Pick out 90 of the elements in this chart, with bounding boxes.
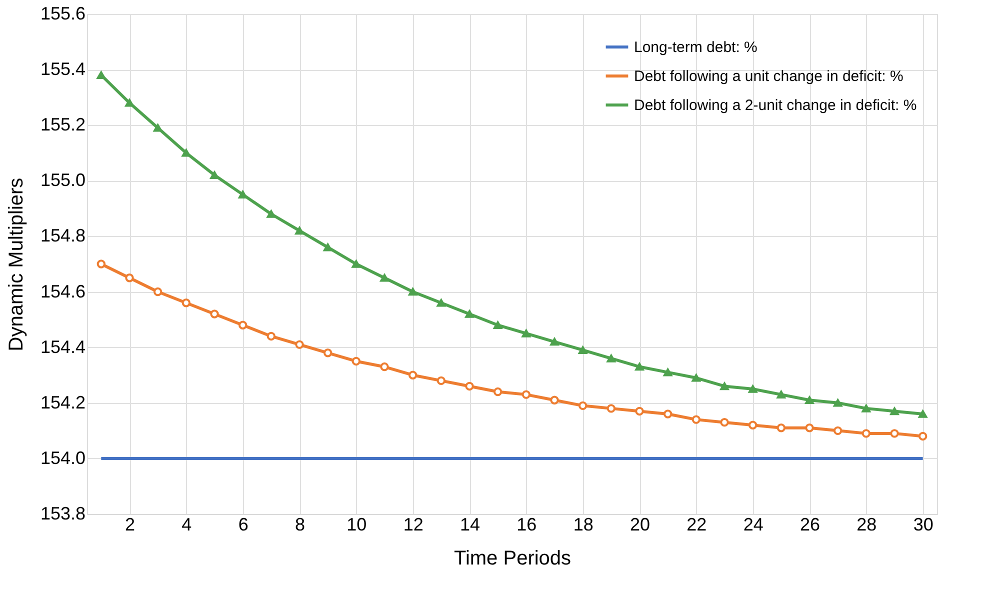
point	[380, 274, 389, 282]
y-tick-label: 154.4	[40, 336, 86, 357]
legend-label: Debt following a unit change in deficit: %	[634, 68, 904, 85]
y-tick-label: 155.6	[40, 4, 86, 24]
point	[522, 330, 531, 338]
point	[295, 226, 304, 235]
point	[436, 376, 446, 386]
point	[436, 298, 446, 307]
point	[918, 432, 928, 441]
point	[550, 338, 559, 346]
point	[776, 390, 786, 398]
point	[862, 404, 871, 412]
point	[635, 362, 644, 371]
y-tick-label: 153.8	[40, 504, 86, 524]
point	[663, 410, 672, 418]
point	[833, 398, 842, 407]
x-tick-label: 22	[686, 514, 707, 534]
point	[352, 356, 361, 366]
x-tick-label: 18	[573, 514, 594, 534]
x-tick-label: 6	[238, 514, 248, 534]
x-tick-label: 8	[294, 514, 306, 534]
point	[493, 387, 502, 396]
x-tick-label: 12	[403, 514, 424, 534]
legend-label: Debt following a 2-unit change in deficit: %	[634, 97, 917, 114]
x-tick-label: 10	[346, 514, 367, 534]
y-tick-label: 154.8	[40, 226, 86, 246]
x-tick-label: 24	[743, 514, 764, 534]
y-tick-label: 155.2	[40, 114, 86, 135]
point	[522, 390, 531, 399]
point	[663, 368, 672, 376]
point	[890, 407, 899, 416]
point	[153, 124, 162, 132]
point	[210, 310, 219, 318]
point	[805, 424, 814, 432]
x-tick-label: 26	[800, 514, 820, 534]
point	[776, 424, 786, 432]
point	[125, 98, 134, 107]
point	[833, 426, 842, 436]
point	[408, 370, 418, 380]
point	[606, 404, 616, 413]
point	[890, 429, 899, 438]
point	[238, 190, 248, 198]
point	[295, 340, 304, 349]
point	[182, 298, 191, 308]
point	[210, 171, 219, 180]
point	[408, 288, 418, 296]
point	[748, 385, 758, 393]
point	[720, 382, 729, 390]
point	[182, 148, 191, 157]
point	[266, 210, 276, 218]
point	[578, 401, 588, 410]
point	[323, 348, 332, 358]
point	[805, 396, 814, 404]
y-axis-title: Dynamic Multipliers	[5, 178, 28, 352]
x-tick-label: 30	[913, 514, 934, 534]
point	[578, 346, 588, 354]
y-tick-label: 154.0	[40, 448, 86, 468]
y-tick-label: 154.2	[40, 392, 86, 412]
point	[96, 260, 106, 268]
x-tick-label: 20	[630, 514, 650, 534]
point	[380, 362, 389, 372]
point	[748, 420, 758, 430]
point	[465, 382, 474, 391]
point	[323, 243, 332, 252]
point	[125, 274, 134, 282]
x-tick-label: 28	[856, 514, 877, 534]
point	[635, 406, 644, 416]
point	[606, 354, 616, 362]
point	[352, 260, 361, 268]
x-tick-label: 16	[516, 514, 537, 534]
point	[692, 415, 701, 424]
x-axis-title: Time Periods	[454, 548, 572, 570]
x-tick-label: 4	[182, 514, 192, 534]
point	[266, 332, 276, 341]
x-tick-label: 14	[460, 514, 480, 534]
point	[918, 410, 928, 418]
point	[862, 429, 871, 438]
y-tick-label: 154.6	[40, 281, 86, 302]
point	[238, 320, 248, 330]
point	[493, 321, 502, 330]
point	[96, 71, 106, 80]
point	[153, 287, 162, 296]
point	[550, 396, 559, 404]
x-tick-label: 2	[124, 514, 136, 534]
point	[692, 374, 701, 382]
legend-label: Long-term debt: %	[634, 39, 758, 56]
point	[465, 310, 474, 318]
y-tick-label: 155.4	[40, 59, 86, 80]
y-tick-label: 155.0	[40, 170, 86, 190]
point	[720, 418, 729, 427]
